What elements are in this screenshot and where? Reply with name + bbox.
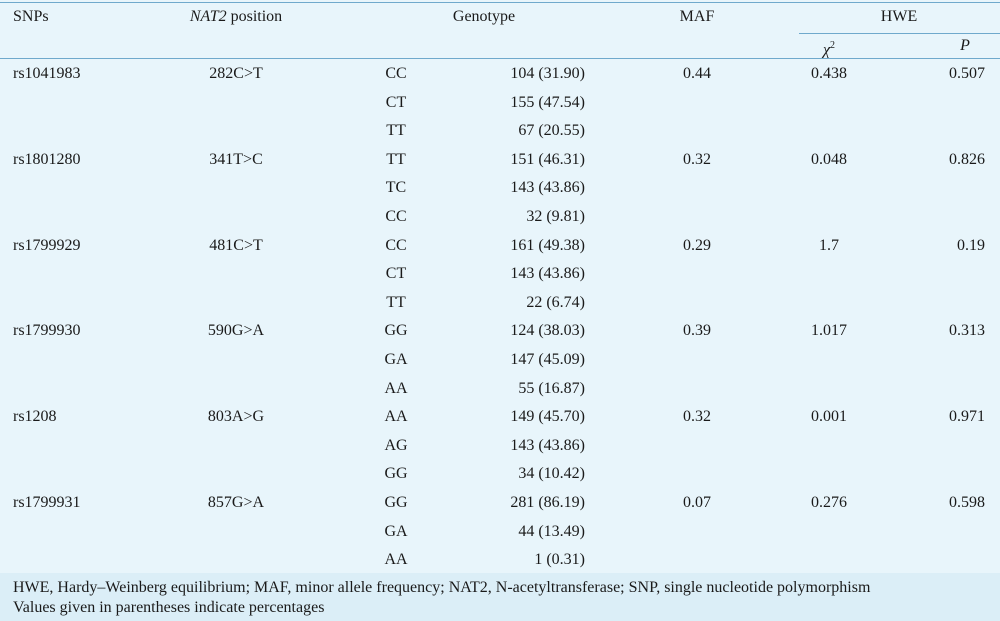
cell-count: 281 (86.19) xyxy=(510,494,585,511)
cell-count: 34 (10.42) xyxy=(518,465,585,482)
cell-p: 0.971 xyxy=(949,408,985,425)
cell-position: 857G>A xyxy=(207,494,265,511)
cell-count: 55 (16.87) xyxy=(518,380,585,397)
cell-count: 22 (6.74) xyxy=(526,294,585,311)
cell-genotype: GG xyxy=(384,494,408,511)
cell-count: 147 (45.09) xyxy=(510,351,585,368)
cell-count: 155 (47.54) xyxy=(510,94,585,111)
cell-position: 590G>A xyxy=(207,322,265,339)
cell-count: 161 (49.38) xyxy=(510,237,585,254)
cell-p: 0.598 xyxy=(949,494,985,511)
cell-p: 0.507 xyxy=(949,65,985,82)
cell-genotype: TT xyxy=(386,151,406,168)
cell-genotype: CT xyxy=(385,265,407,282)
cell-snp: rs1799930 xyxy=(13,322,81,339)
cell-genotype: AA xyxy=(384,380,408,397)
cell-position: 803A>G xyxy=(207,408,265,425)
col-header-genotype: Genotype xyxy=(452,8,516,25)
col-header-position: NAT2 position xyxy=(189,8,283,25)
cell-position: 341T>C xyxy=(209,151,263,168)
cell-chi2: 0.001 xyxy=(811,408,847,425)
cell-chi2: 1.017 xyxy=(811,322,847,339)
cell-p: 0.826 xyxy=(949,151,985,168)
top-rule xyxy=(0,2,1000,3)
cell-maf: 0.32 xyxy=(683,151,711,168)
cell-chi2: 1.7 xyxy=(819,237,839,254)
cell-maf: 0.39 xyxy=(683,322,711,339)
col-header-chi2: χ2 xyxy=(822,40,836,59)
col-header-hwe: HWE xyxy=(880,8,918,25)
cell-genotype: AG xyxy=(384,437,408,454)
cell-count: 32 (9.81) xyxy=(526,208,585,225)
cell-snp: rs1799931 xyxy=(13,494,81,511)
cell-genotype: TC xyxy=(385,179,407,196)
cell-maf: 0.07 xyxy=(683,494,711,511)
header-bottom-rule xyxy=(0,58,1000,59)
table-footnotes: HWE, Hardy–Weinberg equilibrium; MAF, mi… xyxy=(0,573,1000,621)
cell-maf: 0.29 xyxy=(683,237,711,254)
footnote-percentages: Values given in parentheses indicate per… xyxy=(13,599,325,616)
cell-genotype: AA xyxy=(384,551,408,568)
col-header-p: P xyxy=(960,37,970,54)
cell-count: 67 (20.55) xyxy=(518,122,585,139)
cell-count: 143 (43.86) xyxy=(510,437,585,454)
cell-genotype: AA xyxy=(384,408,408,425)
cell-maf: 0.32 xyxy=(683,408,711,425)
cell-genotype: GA xyxy=(384,523,408,540)
cell-genotype: TT xyxy=(386,294,406,311)
cell-count: 143 (43.86) xyxy=(510,265,585,282)
cell-genotype: GA xyxy=(384,351,408,368)
cell-p: 0.313 xyxy=(949,322,985,339)
cell-chi2: 0.438 xyxy=(811,65,847,82)
footnote-abbreviations: HWE, Hardy–Weinberg equilibrium; MAF, mi… xyxy=(13,579,871,596)
cell-genotype: TT xyxy=(386,122,406,139)
cell-p: 0.19 xyxy=(957,237,985,254)
cell-snp: rs1799929 xyxy=(13,237,81,254)
cell-chi2: 0.276 xyxy=(811,494,847,511)
cell-snp: rs1801280 xyxy=(13,151,81,168)
cell-genotype: CT xyxy=(385,94,407,111)
cell-position: 282C>T xyxy=(209,65,263,82)
cell-snp: rs1041983 xyxy=(13,65,81,82)
cell-count: 1 (0.31) xyxy=(534,551,585,568)
cell-snp: rs1208 xyxy=(13,408,57,425)
hwe-rule xyxy=(799,33,1000,34)
cell-position: 481C>T xyxy=(209,237,263,254)
cell-genotype: GG xyxy=(384,465,408,482)
col-header-maf: MAF xyxy=(679,8,715,25)
cell-count: 124 (38.03) xyxy=(510,322,585,339)
cell-count: 149 (45.70) xyxy=(510,408,585,425)
cell-count: 104 (31.90) xyxy=(510,65,585,82)
cell-count: 44 (13.49) xyxy=(518,523,585,540)
cell-genotype: GG xyxy=(384,322,408,339)
cell-count: 151 (46.31) xyxy=(510,151,585,168)
cell-genotype: CC xyxy=(385,237,407,254)
cell-chi2: 0.048 xyxy=(811,151,847,168)
cell-genotype: CC xyxy=(385,208,407,225)
cell-count: 143 (43.86) xyxy=(510,179,585,196)
cell-maf: 0.44 xyxy=(683,65,711,82)
col-header-snps: SNPs xyxy=(13,8,49,25)
cell-genotype: CC xyxy=(385,65,407,82)
